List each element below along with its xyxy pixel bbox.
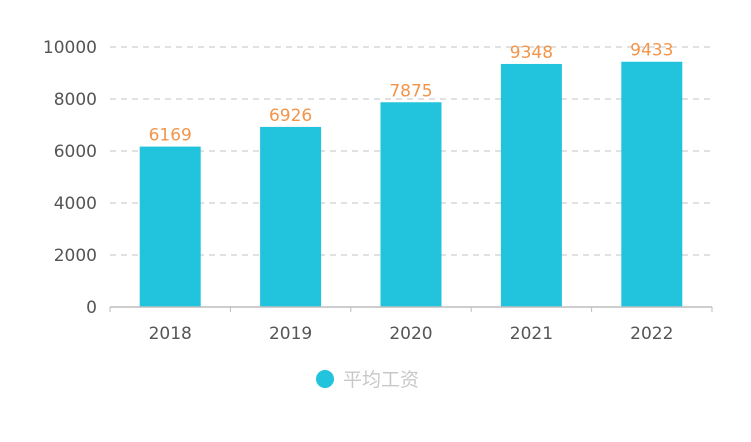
legend-label[interactable]: 平均工资: [343, 369, 419, 391]
data-label-2018: 6169: [149, 126, 192, 146]
x-tick-label-2022: 2022: [630, 324, 673, 344]
legend[interactable]: 平均工资: [316, 369, 419, 391]
y-tick-label: 6000: [54, 142, 97, 162]
legend-marker[interactable]: [316, 370, 334, 388]
x-tick-label-2019: 2019: [269, 324, 312, 344]
bars: [139, 61, 683, 308]
x-tick-label-2021: 2021: [510, 324, 553, 344]
x-tick-label-2020: 2020: [389, 324, 432, 344]
y-tick-label: 2000: [54, 246, 97, 266]
bar-2019[interactable]: [260, 126, 322, 307]
data-label-2019: 6926: [269, 106, 312, 126]
bar-2022[interactable]: [621, 61, 683, 307]
data-label-2020: 7875: [389, 81, 432, 101]
data-labels: 6169 6926 7875 9348 9433: [149, 41, 674, 146]
y-tick-label: 8000: [54, 90, 97, 110]
bar-2021[interactable]: [500, 63, 562, 308]
y-tick-label: 0: [86, 298, 97, 318]
bar-2020[interactable]: [380, 102, 442, 307]
y-axis: 0 2000 4000 6000 8000 10000: [43, 38, 97, 318]
y-tick-label: 10000: [43, 38, 97, 58]
bar-2018[interactable]: [139, 146, 201, 307]
data-label-2021: 9348: [510, 43, 553, 63]
y-tick-label: 4000: [54, 194, 97, 214]
x-axis: 2018 2019 2020 2021 2022: [109, 306, 713, 344]
data-label-2022: 9433: [630, 41, 673, 61]
x-tick-label-2018: 2018: [149, 324, 192, 344]
